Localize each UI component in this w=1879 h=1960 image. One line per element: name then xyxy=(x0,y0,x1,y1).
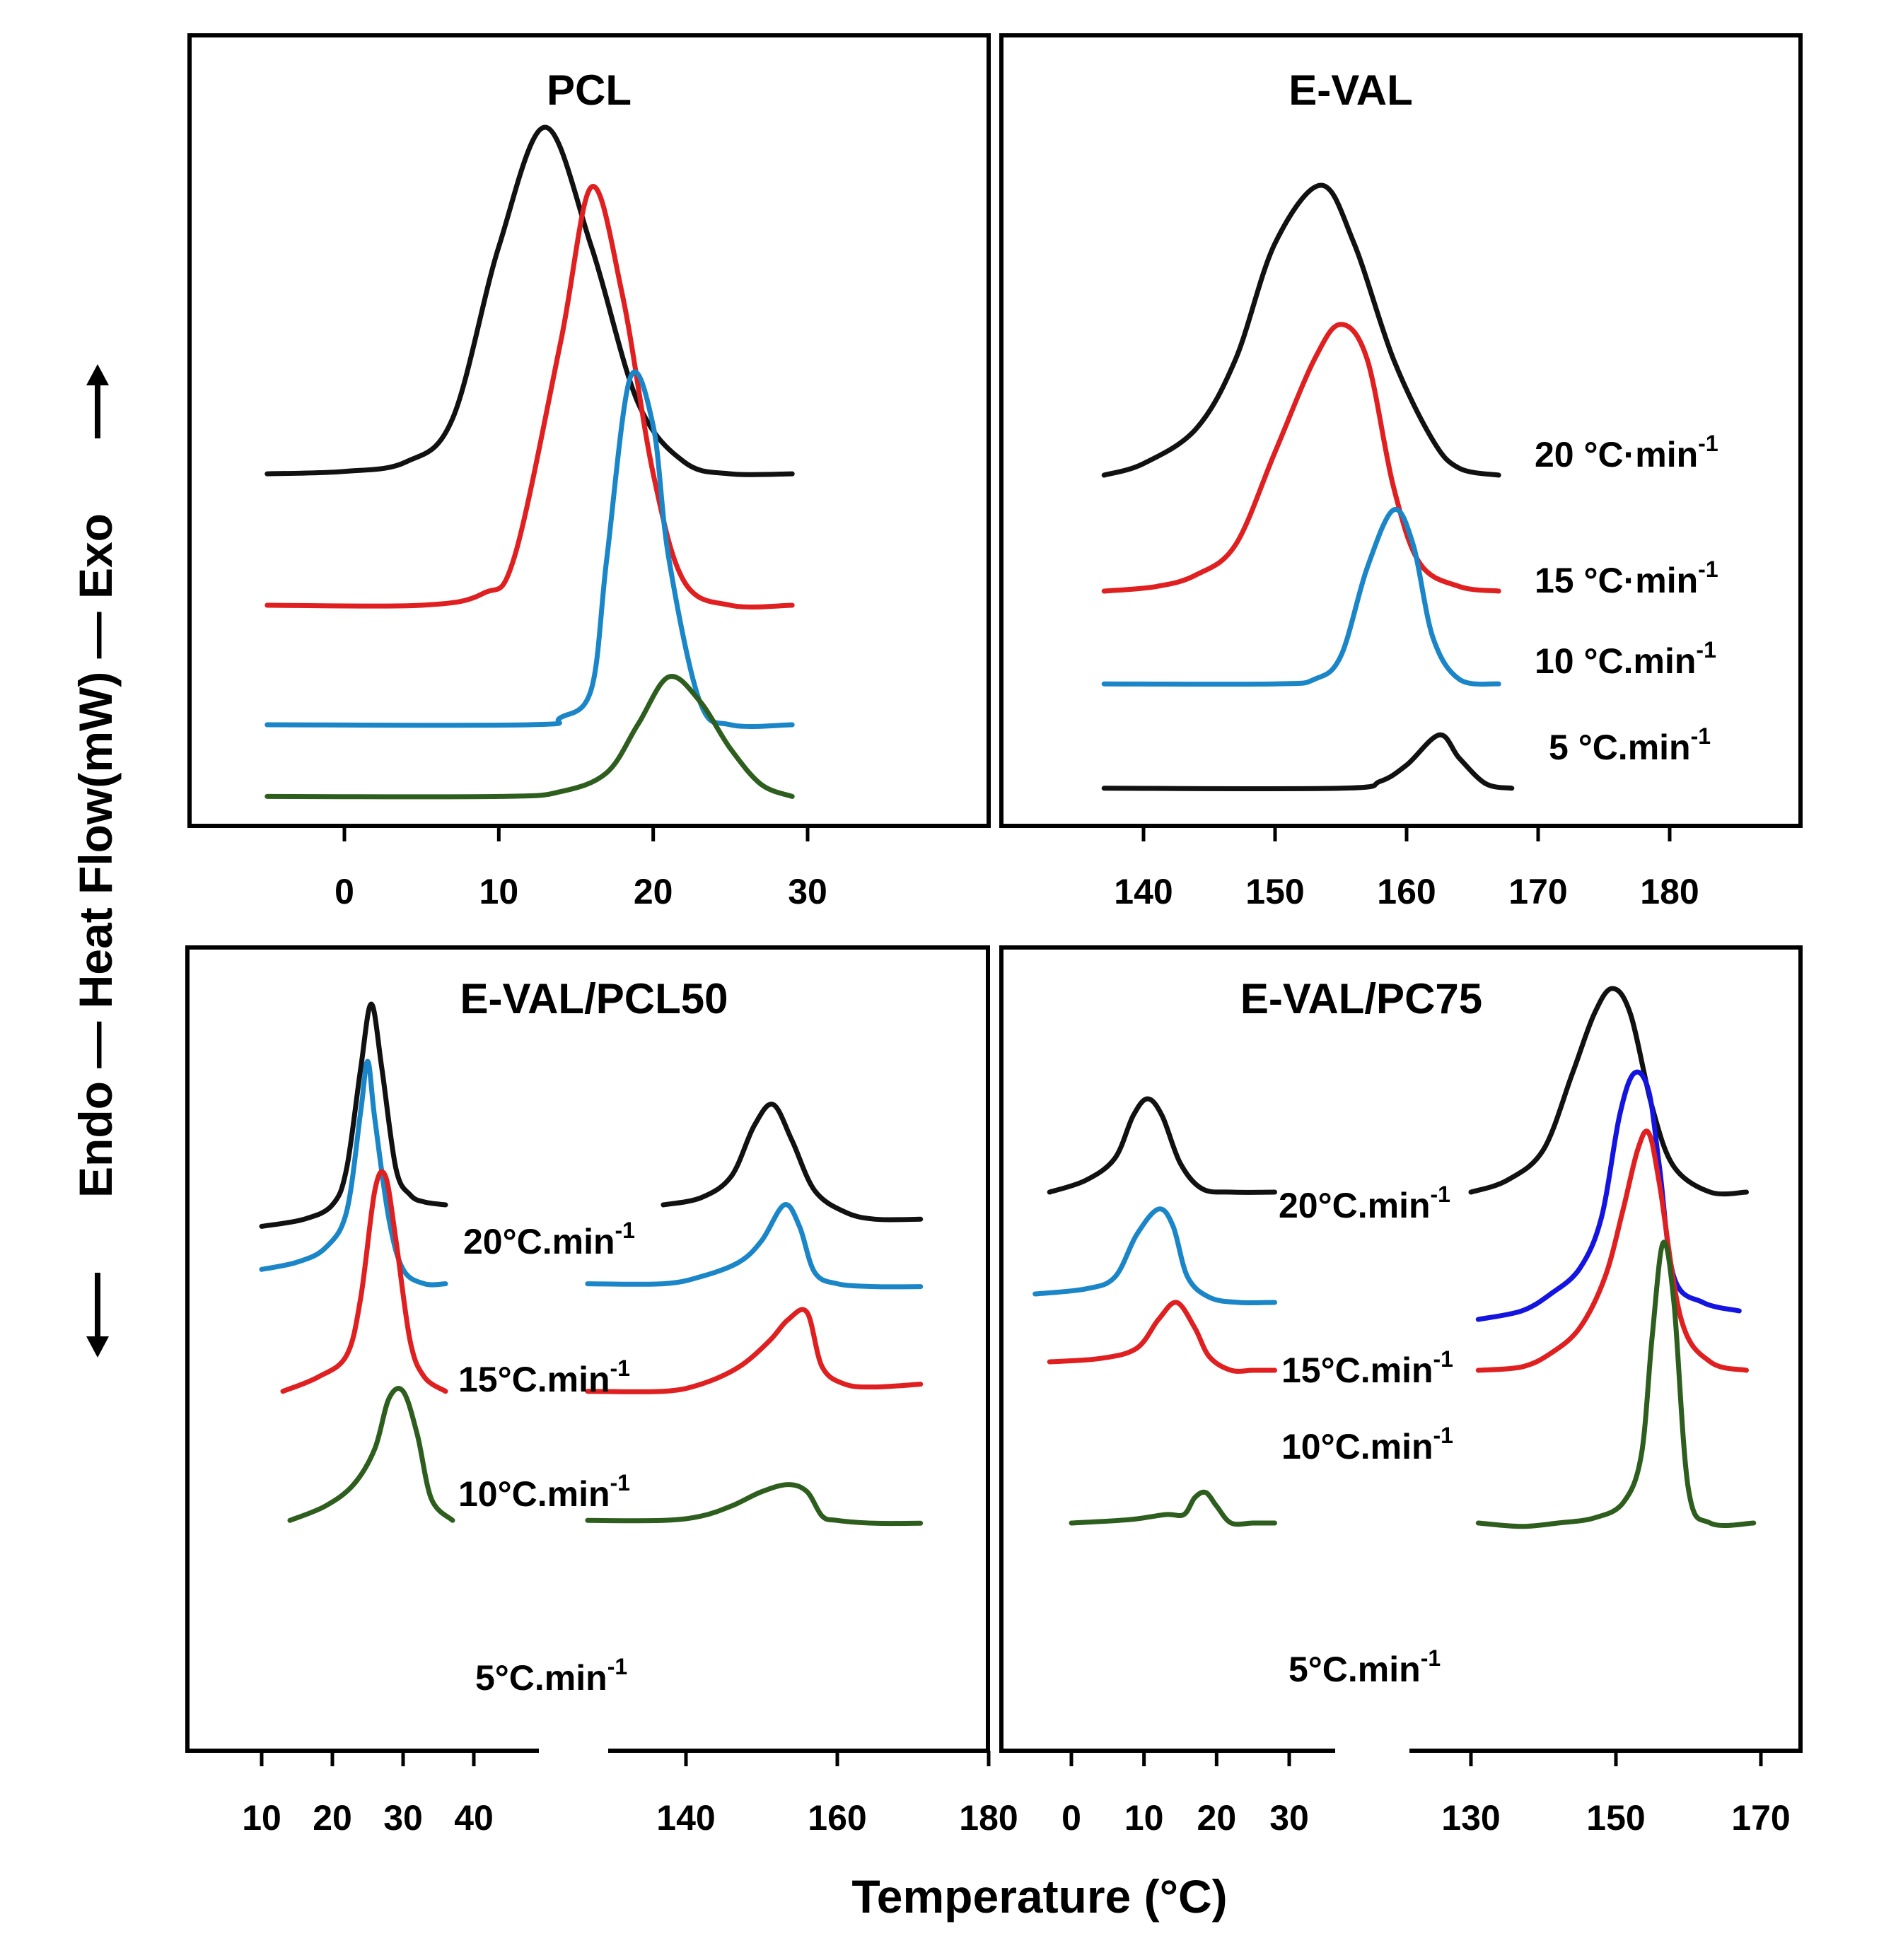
pcl50-series-5-low xyxy=(287,1386,455,1523)
pc75-series-10-low xyxy=(1047,1300,1277,1374)
panel-pcl-curves xyxy=(264,124,795,800)
pcl50-x-left-tick-label: 40 xyxy=(454,1798,494,1838)
pcl50-x-right-tick-label: 180 xyxy=(959,1798,1018,1838)
y-axis-arrowhead-down xyxy=(86,1336,109,1358)
pc75-series-5-high xyxy=(1475,1239,1757,1529)
pc75-series-10-high xyxy=(1475,1128,1749,1373)
panel-pcl: PCL 0 10 20 30 xyxy=(187,33,991,911)
pc75-x-right-tick-label: 170 xyxy=(1731,1798,1790,1838)
y-axis-title: Endo — Heat Flow(mW) — Exo xyxy=(69,513,122,1198)
eval-series-20 xyxy=(1101,182,1501,478)
pcl-x-tick-label: 20 xyxy=(634,872,673,911)
panel-eval-x-axis: 140 150 160 170 180 xyxy=(1114,826,1699,911)
pc75-series-15-high xyxy=(1475,1069,1742,1322)
pcl50-x-left-tick-label: 30 xyxy=(383,1798,423,1838)
pcl50-series-20-low xyxy=(259,1001,448,1229)
eval-x-tick-label: 180 xyxy=(1640,872,1699,911)
rate-label-10: 10 °C.min-1 xyxy=(1535,637,1716,681)
rate-label-15: 15 °C·min-1 xyxy=(1535,556,1718,600)
eval-series-10 xyxy=(1101,507,1501,687)
pcl50-series-10-high xyxy=(585,1307,924,1394)
panel-pc75-frame xyxy=(999,945,1803,1753)
pc75-x-right-tick-label: 150 xyxy=(1586,1798,1645,1838)
pcl50-series-15-low xyxy=(259,1058,448,1288)
pc75-x-left-tick-label: 0 xyxy=(1061,1798,1081,1838)
panel-pcl50-x-axis: 10 20 30 40 140 160 180 xyxy=(242,1751,1018,1838)
eval-series-15 xyxy=(1101,322,1501,594)
pc75-x-left-tick-label: 30 xyxy=(1269,1798,1309,1838)
pcl-x-tick-label: 10 xyxy=(479,872,519,911)
panel-eval-pc75: E-VAL/PC75 0 10 20 30 130 150 170 20°C.min-1 1… xyxy=(999,945,1803,1838)
eval-x-tick-label: 160 xyxy=(1377,872,1436,911)
pc75-x-left-tick-label: 10 xyxy=(1124,1798,1164,1838)
pc75-series-20-high xyxy=(1468,986,1749,1197)
rate-label-5: 5°C.min-1 xyxy=(1288,1645,1441,1689)
panel-eval-pcl50: E-VAL/PCL50 10 20 30 40 140 160 180 20°C.min-1… xyxy=(185,945,1018,1838)
pcl50-series-20-high xyxy=(661,1102,924,1223)
panel-pcl-x-axis: 0 10 20 30 xyxy=(335,826,827,911)
pcl-series-15 xyxy=(264,184,795,609)
pc75-series-15-low xyxy=(1032,1206,1277,1306)
rate-label-10: 10°C.min-1 xyxy=(1281,1423,1453,1466)
pcl-series-5 xyxy=(264,674,795,800)
panel-pcl50-curves xyxy=(259,1001,924,1527)
rate-label-20: 20°C.min-1 xyxy=(463,1218,635,1261)
rate-label-15: 15°C.min-1 xyxy=(458,1355,630,1399)
pcl50-series-5-high xyxy=(585,1482,924,1527)
rate-label-10: 10°C.min-1 xyxy=(458,1470,630,1514)
rate-label-5: 5°C.min-1 xyxy=(475,1654,627,1698)
pcl50-x-right-tick-label: 160 xyxy=(808,1798,866,1838)
y-axis-arrowhead-up xyxy=(86,364,109,385)
pcl50-x-right-tick-label: 140 xyxy=(656,1798,715,1838)
pcl-series-10 xyxy=(264,369,795,729)
pcl-x-tick-label: 0 xyxy=(335,872,354,911)
panel-pcl-title: PCL xyxy=(547,66,632,114)
pcl50-series-15-high xyxy=(585,1202,924,1290)
pc75-x-right-tick-label: 130 xyxy=(1441,1798,1500,1838)
panel-pcl50-rate-labels: 20°C.min-1 15°C.min-1 10°C.min-1 5°C.min… xyxy=(458,1218,635,1698)
eval-x-tick-label: 170 xyxy=(1508,872,1567,911)
panel-eval-rate-labels: 20 °C·min-1 15 °C·min-1 10 °C.min-1 5 °C… xyxy=(1535,431,1718,767)
rate-label-20: 20°C.min-1 xyxy=(1279,1182,1450,1225)
pcl50-x-left-tick-label: 20 xyxy=(313,1798,352,1838)
rate-label-15: 15°C.min-1 xyxy=(1281,1346,1453,1390)
pcl-series-20 xyxy=(264,124,795,477)
eval-x-tick-label: 140 xyxy=(1114,872,1173,911)
panel-eval-title: E-VAL xyxy=(1288,66,1413,114)
x-axis-title: Temperature (°C) xyxy=(851,1870,1227,1923)
pcl50-series-10-low xyxy=(280,1169,448,1394)
pc75-x-left-tick-label: 20 xyxy=(1197,1798,1237,1838)
panel-pc75-title: E-VAL/PC75 xyxy=(1240,975,1482,1022)
panel-pc75-x-axis: 0 10 20 30 130 150 170 xyxy=(1061,1751,1791,1838)
panel-pcl-frame xyxy=(187,33,991,828)
panel-pc75-rate-labels: 20°C.min-1 15°C.min-1 10°C.min-1 5°C.min… xyxy=(1279,1182,1453,1689)
eval-series-5 xyxy=(1101,732,1515,792)
rate-label-5: 5 °C.min-1 xyxy=(1549,723,1711,767)
y-axis-label: Endo — Heat Flow(mW) — Exo xyxy=(69,364,122,1358)
pc75-series-20-low xyxy=(1047,1096,1277,1195)
panel-pcl50-frame-left xyxy=(185,945,990,1753)
eval-x-tick-label: 150 xyxy=(1245,872,1304,911)
pc75-series-5-low xyxy=(1069,1489,1277,1527)
pcl50-x-left-tick-label: 10 xyxy=(242,1798,281,1838)
panel-pcl50-title: E-VAL/PCL50 xyxy=(460,975,728,1022)
panel-eval-frame xyxy=(999,33,1803,828)
panel-eval-curves xyxy=(1101,182,1515,792)
panel-pc75-curves xyxy=(1032,986,1757,1529)
panel-eval: E-VAL 140 150 160 170 180 20 °C·min-1 15 °C·… xyxy=(999,33,1803,911)
rate-label-20: 20 °C·min-1 xyxy=(1535,431,1718,474)
pcl-x-tick-label: 30 xyxy=(788,872,827,911)
